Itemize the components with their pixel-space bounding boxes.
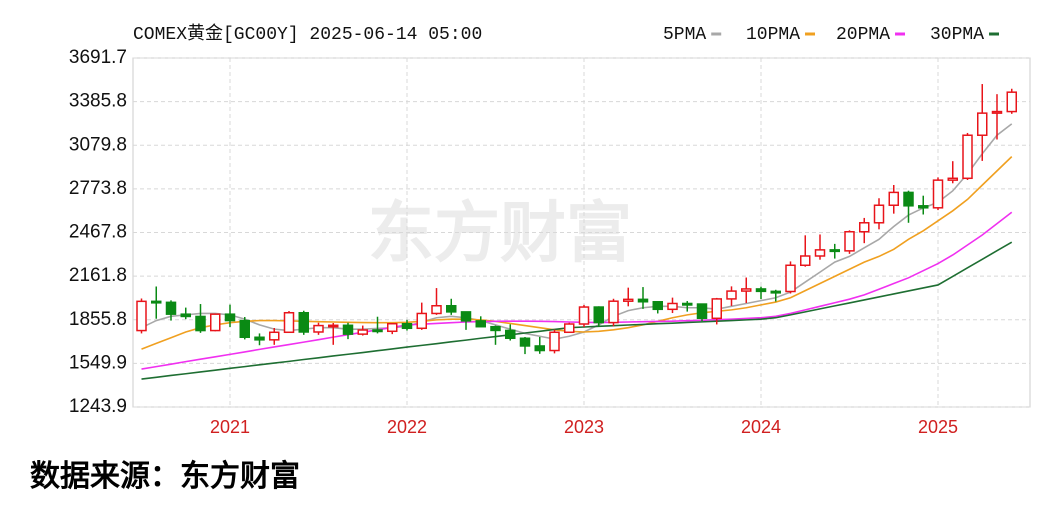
candle-body [387, 322, 398, 333]
candle-body [770, 290, 781, 294]
candle-body [372, 329, 383, 333]
y-tick-label: 3079.8 [69, 134, 127, 155]
candle-body [254, 336, 265, 341]
candle-body [342, 324, 354, 335]
chart-title: COMEX黄金[GC00Y] 2025-06-14 05:00 [133, 23, 482, 45]
candle-body [785, 264, 796, 293]
candle-body [490, 325, 501, 332]
candle-body [829, 249, 840, 253]
candle-body [475, 320, 486, 328]
candle-body [800, 255, 811, 267]
candle-body [136, 300, 147, 332]
y-tick-label: 1243.9 [69, 396, 127, 417]
candle-body [977, 112, 988, 136]
candle-body [505, 329, 516, 340]
y-tick-label: 2467.8 [69, 222, 127, 243]
candle-body [741, 288, 752, 292]
candle-body [696, 303, 708, 320]
candle-body [357, 329, 368, 335]
source-note: 数据来源：东方财富 [30, 459, 300, 493]
y-tick-label: 2161.8 [69, 265, 127, 286]
candle-body [239, 319, 250, 339]
candle-body [637, 298, 649, 303]
y-tick-label: 3691.7 [69, 47, 127, 68]
ma-line [141, 211, 1013, 370]
candle-body [224, 313, 236, 322]
candle-body [431, 305, 442, 315]
x-tick-label: 2021 [210, 417, 250, 437]
candle-body [165, 301, 177, 315]
candle-body [873, 204, 885, 224]
candle-body [844, 231, 855, 252]
y-tick-label: 2773.8 [69, 178, 127, 199]
candle-body [608, 300, 619, 324]
candle-body [859, 222, 870, 233]
y-tick-label: 1855.8 [69, 309, 127, 330]
candle-body [682, 302, 693, 306]
candle-body [667, 302, 678, 311]
legend-label: 10PMA [746, 25, 800, 45]
legend-label: 30PMA [930, 25, 984, 45]
candle-body [814, 249, 826, 257]
candle-body [534, 345, 545, 352]
candle-body [623, 298, 634, 302]
candle-body [195, 315, 206, 332]
y-tick-label: 3385.8 [69, 91, 127, 112]
candle-body [726, 290, 737, 300]
candle-body [888, 191, 899, 206]
candle-body [151, 300, 162, 304]
y-tick-label: 1549.9 [69, 352, 127, 373]
candle-body [328, 324, 339, 328]
candle-body [180, 313, 191, 318]
candle-body [652, 301, 663, 311]
candle-body [269, 331, 280, 341]
candle-body [711, 298, 722, 320]
candle-body [460, 311, 472, 322]
candle-body [313, 324, 324, 333]
candle-body [446, 305, 457, 313]
candle-body [755, 288, 767, 293]
candle-body [283, 311, 295, 334]
legend-label: 5PMA [663, 25, 706, 45]
candle-body [298, 311, 309, 333]
candle-body [593, 306, 604, 324]
candle-body [549, 331, 560, 352]
candle-body [416, 312, 427, 330]
ma-line [141, 241, 1013, 380]
x-tick-label: 2025 [918, 417, 958, 437]
legend-label: 20PMA [836, 25, 890, 45]
candle-body [401, 322, 413, 330]
candle-body [519, 337, 531, 347]
candle-body [578, 306, 590, 325]
x-tick-label: 2022 [387, 417, 427, 437]
candle-body [564, 323, 575, 334]
candle-body [918, 205, 929, 209]
candle-body [962, 134, 973, 180]
x-tick-label: 2024 [741, 417, 781, 437]
x-tick-label: 2023 [564, 417, 604, 437]
candle-body [991, 110, 1003, 114]
candle-body [210, 313, 221, 332]
candle-body [932, 179, 944, 209]
candle-body [1006, 91, 1017, 113]
candle-body [903, 191, 914, 207]
candle-body [947, 177, 958, 181]
